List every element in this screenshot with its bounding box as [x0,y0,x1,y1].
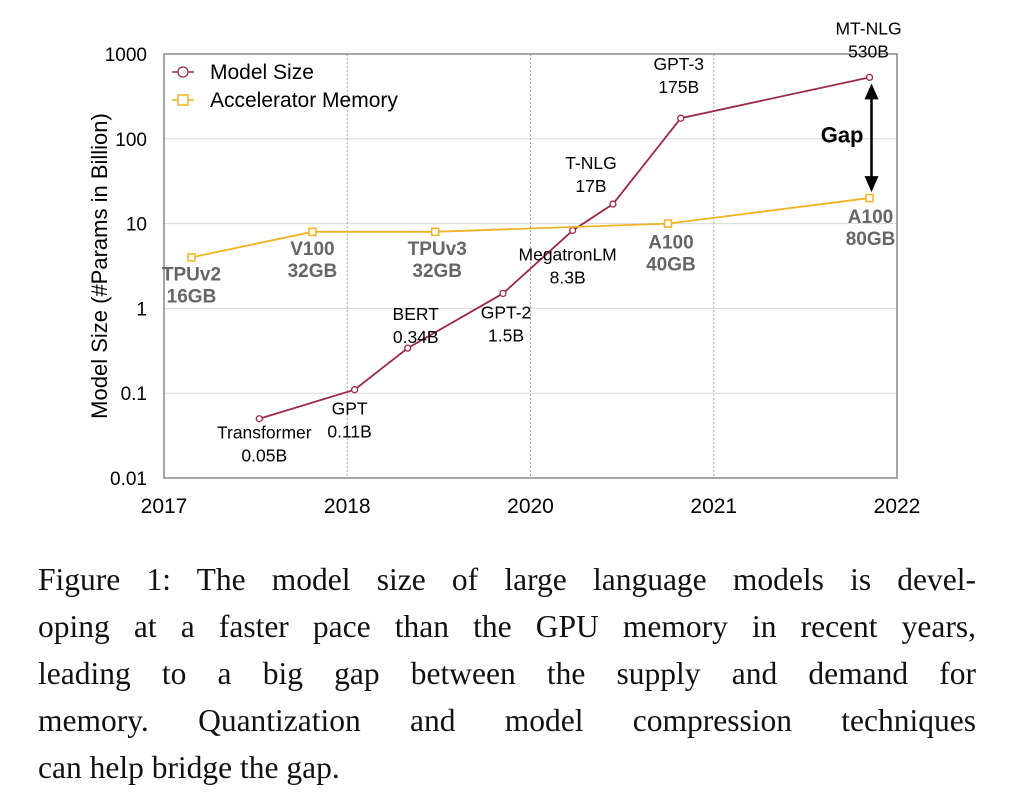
data-point [308,227,317,237]
caption-line: leading to a big gap between the supply … [38,656,976,691]
data-label: 530B [848,41,889,61]
data-label: 32GB [412,261,462,282]
data-point [187,253,196,262]
data-point [350,386,359,394]
y-tick-label: 0.01 [110,469,147,490]
y-tick-label: 10 [126,215,147,236]
data-label: GPT-2 [481,302,532,322]
series-line-model-size [259,76,870,420]
data-label: T-NLG [565,153,617,173]
data-label: MT-NLG [835,18,901,38]
x-tick-label: 2022 [874,495,921,518]
data-point [568,226,577,235]
data-label: 32GB [288,261,338,282]
legend-marker-square-icon [177,94,189,106]
data-point [255,415,263,423]
caption-line: oping at a faster pace than the GPU memo… [38,609,976,644]
legend-label: Model Size [210,61,314,84]
data-label: 80GB [846,229,896,250]
legend-label: Accelerator Memory [210,89,398,112]
data-label: Transformer [217,423,312,443]
data-point [865,73,874,82]
data-label: MegatronLM [519,244,617,264]
data-label: 0.05B [241,446,287,466]
data-label: BERT [393,304,440,324]
data-label: TPUv3 [408,239,467,260]
gap-annotation: Gap [821,123,864,148]
x-tick-label: 2021 [690,495,737,518]
x-tick-label: 2020 [507,495,554,518]
x-tick-label: 2018 [324,495,371,518]
data-point [663,219,673,228]
data-label: 0.34B [393,327,439,347]
data-label: TPUv2 [162,264,221,285]
y-tick-label: 0.1 [121,384,147,405]
data-point [609,200,617,208]
caption-line: memory. Quantization and model compressi… [38,703,976,738]
data-label: V100 [290,239,334,260]
data-point [865,193,874,203]
data-label: GPT [332,399,368,419]
figure-caption: Figure 1: The model size of large langua… [38,556,976,791]
plot-frame [163,53,898,479]
y-axis-label: Model Size (#Params in Billion) [87,113,112,419]
y-tick-label: 1000 [105,45,147,66]
data-point [404,344,412,352]
y-tick-label: 100 [115,130,147,151]
data-label: 8.3B [550,267,586,287]
legend-marker-circle-icon [177,66,189,78]
caption-line: can help bridge the gap. [38,750,340,785]
x-tick-label: 2017 [141,495,188,518]
data-label: 175B [658,77,699,97]
data-point [499,289,507,298]
data-point [430,227,440,237]
data-label: 0.11B [327,422,371,442]
data-label: 16GB [167,286,217,307]
data-label: A100 [648,233,693,254]
arrow-up-icon [864,83,879,100]
data-label: 17B [575,176,606,196]
data-label: A100 [848,207,893,228]
data-label: GPT-3 [653,54,704,74]
chart: 0.01 0.1 1 10 100 1000 2017 2018 2020 2021 2022 Mod… [87,18,921,518]
data-label: 40GB [646,255,696,276]
arrow-down-icon [864,176,879,193]
data-label: 1.5B [488,325,524,345]
y-tick-label: 1 [136,299,147,320]
caption-line: Figure 1: The model size of large langua… [38,562,976,597]
data-point [677,114,685,122]
